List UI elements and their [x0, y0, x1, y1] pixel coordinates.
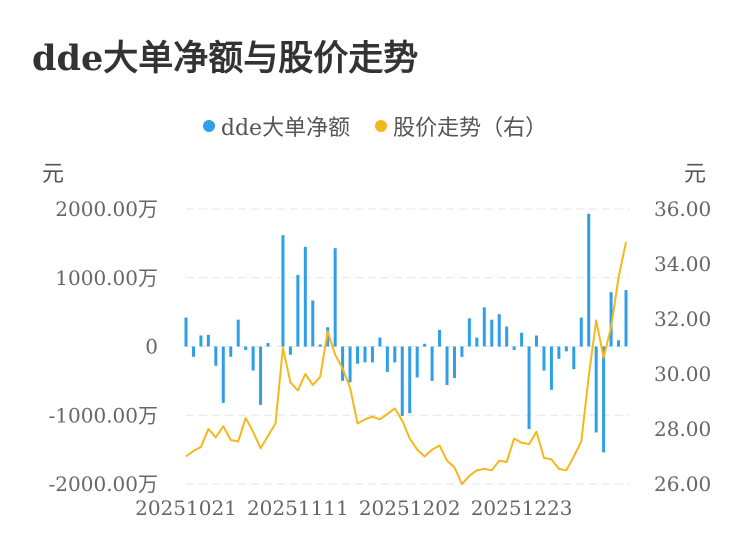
- dde-bar: [467, 318, 471, 347]
- dde-bar: [408, 346, 412, 414]
- dde-bar: [356, 346, 360, 364]
- dde-bar: [452, 346, 456, 379]
- dde-bar: [579, 317, 583, 347]
- dde-bar: [423, 343, 427, 347]
- legend-item-price[interactable]: 股价走势（右）: [375, 110, 547, 142]
- dde-bar: [475, 337, 479, 347]
- dde-bar: [624, 290, 628, 347]
- dde-bar: [482, 307, 486, 347]
- dde-bar: [445, 346, 449, 385]
- dde-bar: [505, 326, 509, 347]
- dde-bar: [296, 275, 300, 347]
- dde-bar: [370, 346, 374, 363]
- x-tick-label: 20251202: [359, 496, 461, 520]
- dde-bar: [191, 346, 195, 357]
- dde-bar: [587, 213, 591, 347]
- y-left-tick-label: -2000.00万: [49, 472, 158, 496]
- dde-bar: [206, 334, 210, 347]
- dde-bar: [259, 346, 263, 405]
- dde-bar: [549, 346, 553, 390]
- dde-bar: [609, 292, 613, 347]
- dde-bar: [266, 343, 270, 347]
- dde-bar: [594, 346, 598, 433]
- left-axis-unit: 元: [42, 162, 65, 187]
- dde-bar: [497, 314, 501, 347]
- legend-label-price: 股价走势（右）: [393, 116, 548, 141]
- y-right-tick-label: 32.00: [654, 307, 711, 331]
- dde-bar: [430, 346, 434, 381]
- dde-bar: [602, 346, 606, 453]
- chart-title: dde大单净额与股价走势: [32, 38, 419, 79]
- legend-dot-dde-icon: [202, 120, 215, 132]
- dde-bar: [236, 319, 240, 347]
- y-right-tick-label: 28.00: [654, 417, 711, 441]
- dde-bar: [341, 346, 345, 381]
- dde-bar: [557, 346, 561, 359]
- dde-bar: [438, 330, 442, 347]
- y-left-tick-label: 0: [145, 335, 158, 359]
- dde-bar: [303, 246, 307, 347]
- legend-dot-price-icon: [375, 120, 388, 132]
- dde-bar: [311, 300, 315, 347]
- dde-bar: [535, 335, 539, 347]
- dde-bar: [333, 248, 337, 347]
- dde-bar: [460, 346, 464, 357]
- dde-bar: [385, 346, 389, 372]
- dde-bar: [400, 346, 404, 416]
- dde-bar: [542, 346, 546, 371]
- dde-bar: [244, 346, 248, 350]
- y-right-tick-label: 36.00: [654, 197, 711, 221]
- dde-bar: [572, 346, 576, 370]
- x-tick-label: 20251223: [471, 496, 573, 520]
- dde-bar: [251, 346, 255, 371]
- dde-bar: [199, 335, 203, 347]
- legend-item-dde[interactable]: dde大单净额: [202, 110, 351, 142]
- dde-bar: [221, 346, 225, 403]
- dde-bar: [527, 346, 531, 429]
- dde-bar: [512, 346, 516, 350]
- dde-bar: [348, 346, 352, 383]
- dde-bar: [617, 340, 621, 347]
- dde-bar: [363, 346, 367, 363]
- dde-bar: [564, 346, 568, 352]
- y-right-tick-label: 30.00: [654, 362, 711, 386]
- dde-bar: [520, 332, 524, 347]
- dde-bar: [288, 346, 292, 355]
- dde-bar: [281, 235, 285, 347]
- dde-bar: [378, 337, 382, 347]
- dde-bar: [184, 317, 188, 347]
- right-axis-unit: 元: [684, 162, 707, 187]
- dde-bar: [318, 344, 322, 347]
- y-right-tick-label: 34.00: [654, 252, 711, 276]
- dde-bar: [490, 319, 494, 347]
- y-left-tick-label: 2000.00万: [55, 197, 158, 221]
- y-left-tick-label: 1000.00万: [55, 266, 158, 290]
- legend-label-dde: dde大单净额: [220, 116, 351, 141]
- dde-bar: [229, 346, 233, 357]
- dde-bar: [214, 346, 218, 366]
- dde-bar: [393, 346, 397, 363]
- x-tick-label: 20251111: [247, 496, 349, 520]
- legend: dde大单净额 股价走势（右）: [0, 110, 750, 142]
- y-right-tick-label: 26.00: [654, 472, 711, 496]
- price-line: [185, 241, 627, 485]
- x-tick-label: 20251021: [135, 496, 237, 520]
- dde-bar: [415, 346, 419, 378]
- y-left-tick-label: -1000.00万: [49, 403, 158, 427]
